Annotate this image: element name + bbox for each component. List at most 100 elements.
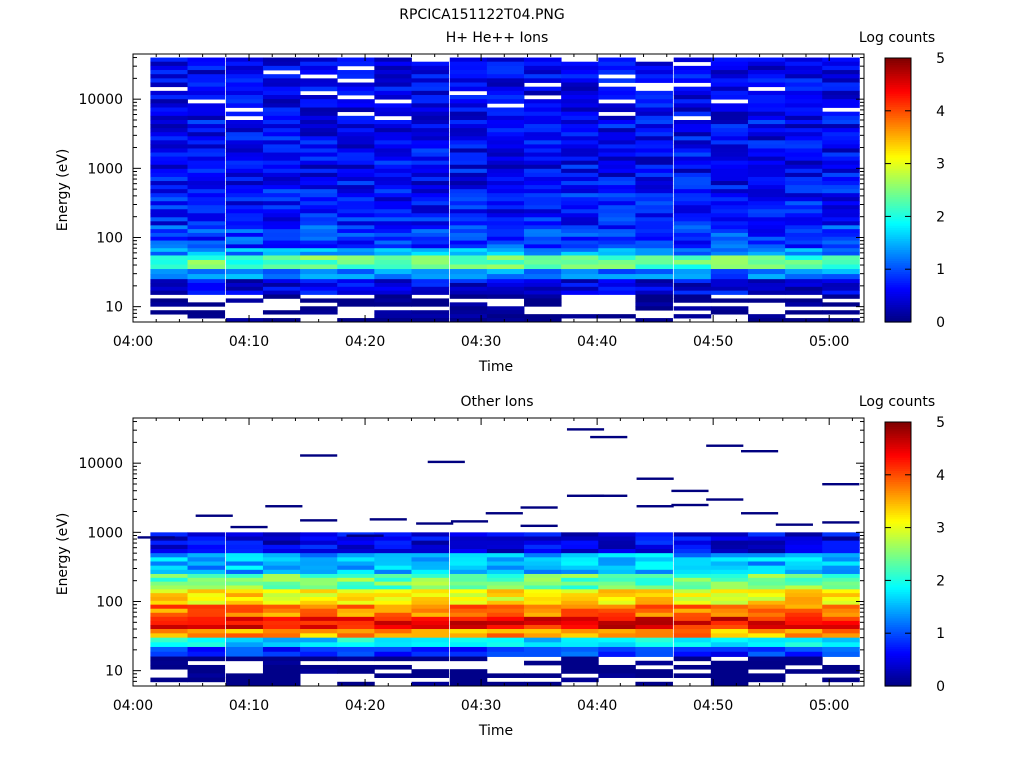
heatmap-cell	[486, 164, 525, 170]
heatmap-cell	[785, 612, 823, 618]
heatmap-cell	[262, 681, 301, 687]
heatmap-cell	[337, 318, 375, 323]
heatmap-streak	[369, 518, 407, 521]
heatmap-cell	[150, 120, 188, 125]
heatmap-cell	[225, 608, 264, 614]
heatmap-cell	[300, 244, 338, 249]
heatmap-cell	[598, 553, 636, 558]
heatmap-cell	[785, 107, 823, 113]
heatmap-cell	[300, 561, 338, 567]
heatmap-cell	[524, 244, 562, 249]
heatmap-cell	[374, 209, 412, 214]
heatmap-cell	[225, 172, 264, 178]
colorbar-step	[885, 179, 911, 182]
heatmap-cell	[486, 57, 525, 63]
heatmap-cell	[337, 213, 375, 218]
colorbar-step	[885, 512, 911, 515]
heatmap-cell	[150, 573, 188, 579]
heatmap-cell	[822, 286, 860, 292]
heatmap-cell	[411, 213, 450, 218]
heatmap-cell	[598, 604, 636, 610]
heatmap-cell	[635, 633, 673, 639]
heatmap-cell	[374, 74, 412, 79]
heatmap-cell	[374, 314, 412, 319]
colorbar-step	[885, 624, 911, 628]
heatmap-cell	[822, 248, 860, 253]
heatmap-cell	[449, 656, 488, 662]
heatmap-cell	[449, 197, 488, 202]
heatmap-cell	[524, 629, 562, 634]
heatmap-cell	[374, 176, 412, 182]
heatmap-cell	[822, 629, 860, 634]
heatmap-cell	[747, 172, 786, 178]
heatmap-cell	[822, 251, 860, 256]
heatmap-cell	[262, 111, 301, 117]
heatmap-cell	[300, 176, 338, 182]
heatmap-cell	[187, 244, 226, 249]
heatmap-cell	[598, 95, 636, 100]
heatmap-cell	[449, 232, 488, 238]
heatmap-cell	[262, 65, 301, 71]
heatmap-cell	[337, 140, 375, 145]
heatmap-cell	[635, 608, 673, 614]
heatmap-cell	[747, 318, 786, 323]
heatmap-cell	[449, 259, 488, 265]
heatmap-cell	[486, 120, 525, 125]
heatmap-cell	[262, 677, 301, 683]
heatmap-cell	[561, 132, 599, 137]
heatmap-cell	[374, 294, 412, 299]
colorbar-step	[885, 653, 911, 656]
heatmap-cell	[785, 213, 823, 218]
heatmap-cell	[411, 593, 450, 598]
heatmap-cell	[598, 286, 636, 292]
heatmap-cell	[635, 282, 673, 288]
heatmap-cell	[747, 561, 786, 567]
heatmap-cell	[411, 565, 450, 571]
heatmap-cell	[374, 221, 412, 226]
heatmap-cell	[337, 115, 375, 121]
heatmap-cell	[411, 181, 450, 186]
heatmap-cell	[262, 581, 301, 586]
heatmap-cell	[673, 201, 712, 206]
heatmap-cell	[598, 629, 636, 634]
heatmap-cell	[262, 144, 301, 149]
heatmap-cell	[411, 240, 450, 245]
heatmap-cell	[337, 209, 375, 214]
heatmap-cell	[225, 593, 264, 598]
heatmap-cell	[374, 82, 412, 88]
heatmap-cell	[710, 176, 749, 182]
heatmap-cell	[635, 573, 673, 579]
heatmap-cell	[187, 152, 226, 158]
heatmap-cell	[411, 681, 450, 687]
heatmap-cell	[449, 65, 488, 71]
heatmap-cell	[262, 217, 301, 222]
heatmap-cell	[449, 577, 488, 583]
colorbar-step	[885, 435, 911, 438]
heatmap-streak	[706, 444, 744, 447]
heatmap-cell	[747, 604, 786, 610]
colorbar-step	[885, 532, 911, 535]
heatmap-cell	[449, 637, 488, 643]
heatmap-cell	[524, 274, 562, 280]
heatmap-cell	[598, 144, 636, 149]
heatmap-cell	[150, 209, 188, 214]
heatmap-cell	[374, 536, 412, 542]
heatmap-cell	[374, 65, 412, 71]
colorbar-step	[885, 190, 911, 193]
heatmap-cell	[337, 172, 375, 178]
heatmap-cell	[449, 236, 488, 241]
heatmap-cell	[187, 189, 226, 194]
heatmap-cell	[449, 604, 488, 610]
heatmap-cell	[561, 604, 599, 610]
heatmap-cell	[300, 86, 338, 92]
heatmap-cell	[673, 306, 712, 311]
heatmap-cell	[411, 259, 450, 265]
heatmap-cell	[710, 103, 749, 108]
heatmap-cell	[150, 152, 188, 158]
heatmap-cell	[598, 264, 636, 270]
colorbar-step	[885, 657, 911, 661]
heatmap-cell	[673, 624, 712, 630]
heatmap-cell	[374, 633, 412, 639]
heatmap-cell	[486, 600, 525, 606]
heatmap-cell	[150, 664, 188, 670]
